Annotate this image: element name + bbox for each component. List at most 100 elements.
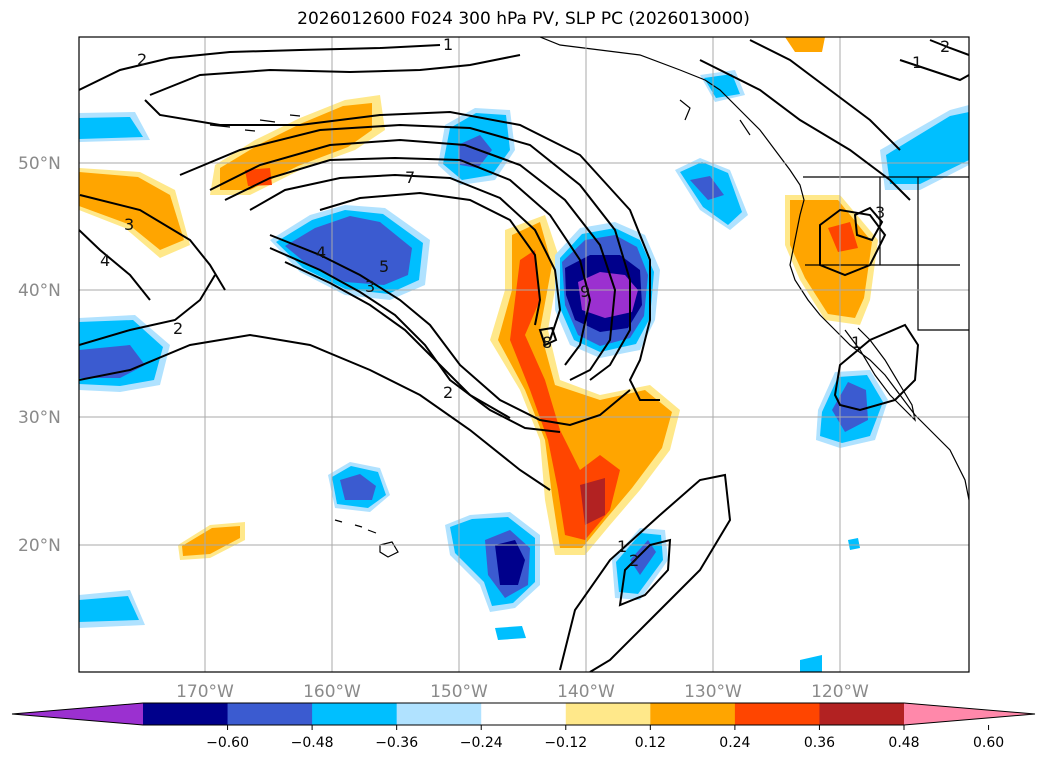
- pv-positive-band: [498, 222, 672, 548]
- colorbar-swatch: [819, 703, 905, 725]
- contour-line: [749, 39, 901, 151]
- contour-line: [618, 538, 672, 607]
- contour-line: [284, 261, 511, 419]
- contour-label: 3: [875, 203, 885, 222]
- pv-positive-band: [785, 37, 825, 52]
- colorbar-swatch: [396, 703, 482, 725]
- hawaii-islands: [334, 519, 399, 558]
- lon-label: 170°W: [176, 682, 234, 702]
- colorbar-tick-label: 0.60: [973, 735, 1004, 751]
- colorbar-extend-high: [904, 703, 1035, 725]
- colorbar-tick-label: 0.24: [719, 735, 750, 751]
- contour-line: [79, 274, 216, 346]
- contour-line: [249, 173, 562, 341]
- contour-label: 9: [580, 282, 590, 301]
- contour-label: 2: [443, 383, 453, 402]
- pv-negative-band: [886, 112, 969, 184]
- colorbar-swatch: [734, 703, 820, 725]
- pv-positive-band: [220, 103, 372, 190]
- colorbar-swatch: [481, 703, 567, 725]
- colorbar-swatch: [650, 703, 736, 725]
- slp-contours: [79, 39, 969, 672]
- gridlines: [79, 37, 969, 672]
- contour-line: [819, 208, 887, 277]
- contour-labels: 2 1 1 7 4 5 3 3 4 2 2 9 8 1 2 1 2 3: [100, 35, 950, 570]
- contour-line: [559, 473, 732, 672]
- pv-negative-band: [630, 540, 656, 575]
- contour-label: 3: [365, 277, 375, 296]
- contour-label: 1: [443, 35, 453, 54]
- colorbar-tick-label: 0.48: [888, 735, 919, 751]
- longitude-labels: 170°W 160°W 150°W 140°W 130°W 120°W: [176, 682, 869, 702]
- contour-line: [269, 234, 631, 427]
- contour-line: [269, 247, 561, 433]
- contour-label: 4: [316, 243, 326, 262]
- pv-negative-band: [340, 474, 376, 500]
- lon-label: 140°W: [557, 682, 615, 702]
- colorbar-tick-label: −0.36: [375, 735, 418, 751]
- contour-line: [929, 39, 969, 56]
- lat-label: 20°N: [18, 536, 61, 556]
- colorbar-swatch: [312, 703, 398, 725]
- contour-line: [209, 138, 617, 381]
- contour-line: [319, 191, 542, 326]
- colorbar: −0.60 −0.48 −0.36 −0.24 −0.12 0.12 0.24 0.36 0.4…: [11, 702, 1036, 751]
- contour-label: 1: [617, 537, 627, 556]
- contour-line: [79, 194, 226, 291]
- contour-label: 7: [405, 168, 415, 187]
- lon-label: 130°W: [684, 682, 742, 702]
- lat-label: 40°N: [18, 281, 61, 301]
- contour-line: [833, 323, 920, 412]
- pv-negative-band: [495, 540, 525, 585]
- latitude-labels: 50°N 40°N 30°N 20°N: [18, 154, 61, 556]
- colorbar-tick-label: −0.48: [291, 735, 334, 751]
- lon-label: 120°W: [811, 682, 869, 702]
- north-america-coastline: [539, 37, 969, 501]
- contour-line: [899, 59, 969, 82]
- pv-negative-band: [495, 626, 526, 640]
- contour-label: 2: [629, 551, 639, 570]
- contour-line: [853, 206, 884, 242]
- lon-label: 160°W: [303, 682, 361, 702]
- pv-negative-band: [848, 538, 860, 550]
- contour-label: 8: [542, 333, 552, 352]
- colorbar-swatch: [143, 703, 229, 725]
- pv-negative-band: [458, 135, 492, 168]
- pv-positive-band: [510, 250, 620, 540]
- contour-label: 2: [940, 37, 950, 56]
- colorbar-outline: [11, 702, 1036, 726]
- plot-title: 2026012600 F024 300 hPa PV, SLP PC (2026…: [297, 9, 750, 29]
- contour-line: [79, 229, 151, 301]
- pv-negative-band: [578, 272, 638, 318]
- pv-negative-band: [690, 176, 724, 200]
- contour-line: [179, 123, 631, 381]
- contour-label: 4: [100, 251, 110, 270]
- lat-label: 30°N: [18, 408, 61, 428]
- contour-label: 1: [851, 333, 861, 352]
- contour-line: [224, 156, 592, 366]
- pv-positive-band: [182, 526, 240, 556]
- colorbar-tick-label: −0.60: [206, 735, 249, 751]
- colorbar-extend-low: [12, 703, 143, 725]
- pv-negative-band: [79, 596, 139, 622]
- colorbar-tick-label: 0.36: [804, 735, 835, 751]
- contour-label: 5: [379, 257, 389, 276]
- colorbar-tick-label: −0.24: [460, 735, 503, 751]
- colorbar-swatch: [565, 703, 651, 725]
- lat-label: 50°N: [18, 154, 61, 174]
- contour-line: [79, 333, 551, 491]
- map-frame: [78, 36, 970, 673]
- contour-label: 2: [137, 50, 147, 69]
- contour-label: 1: [912, 53, 922, 72]
- colorbar-tick-label: −0.12: [544, 735, 587, 751]
- contour-line: [79, 44, 441, 91]
- pv-positive-band: [245, 168, 272, 186]
- baja-coastline: [844, 327, 916, 422]
- lon-label: 150°W: [430, 682, 488, 702]
- pv-shading: [79, 37, 969, 672]
- pv-positive-band: [828, 222, 858, 252]
- pv-positive-band: [79, 172, 184, 250]
- contour-line: [538, 326, 558, 347]
- contour-line: [699, 59, 911, 201]
- contour-line: [149, 54, 521, 96]
